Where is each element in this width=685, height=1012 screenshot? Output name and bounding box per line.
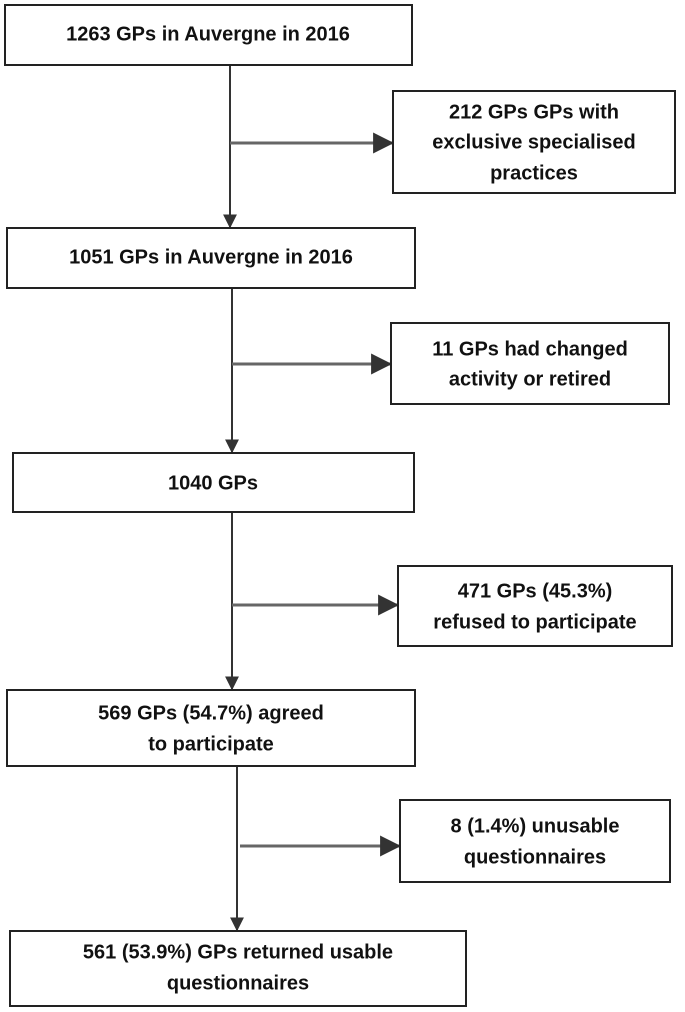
box-text: practices <box>490 162 578 184</box>
box <box>6 227 416 289</box>
box <box>6 689 416 767</box>
box <box>390 322 670 405</box>
box-text: 11 GPs had changed <box>432 338 628 360</box>
box-text: 561 (53.9%) GPs returned usable <box>83 941 393 963</box>
box-text: 471 GPs (45.3%) <box>458 580 613 602</box>
box <box>4 4 413 66</box>
box <box>392 90 676 194</box>
box-text: questionnaires <box>464 846 606 868</box>
box-text: to participate <box>148 733 274 755</box>
box <box>12 452 415 513</box>
box-text: refused to participate <box>433 611 636 633</box>
box-text: exclusive specialised <box>432 131 635 153</box>
box-text: 1040 GPs <box>168 472 258 494</box>
box-text: 8 (1.4%) unusable <box>451 815 620 837</box>
box-text: 1263 GPs in Auvergne in 2016 <box>66 23 350 45</box>
box-text: activity or retired <box>449 368 611 390</box>
box-text: questionnaires <box>167 972 309 994</box>
box <box>9 930 467 1007</box>
box-text: 212 GPs GPs with <box>449 101 619 123</box>
box <box>397 565 673 647</box>
box-text: 569 GPs (54.7%) agreed <box>98 702 324 724</box>
box <box>399 799 671 883</box>
box-text: 1051 GPs in Auvergne in 2016 <box>69 246 353 268</box>
